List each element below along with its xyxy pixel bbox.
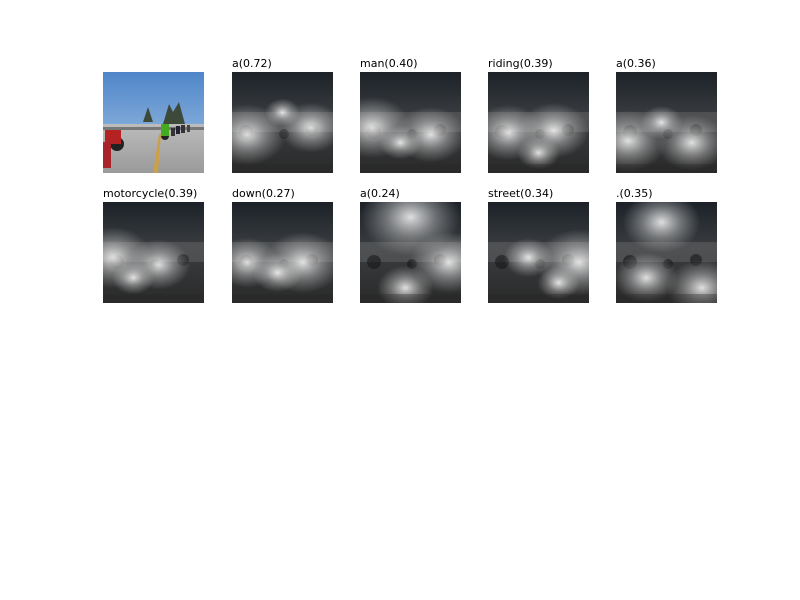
attention-label: a(0.24)	[360, 185, 408, 202]
attention-label: .(0.35)	[616, 185, 661, 202]
attention-map	[616, 202, 717, 303]
attention-label: street(0.34)	[488, 185, 562, 202]
attention-map	[360, 202, 461, 303]
attention-map	[103, 202, 204, 303]
attention-label: a(0.36)	[616, 55, 664, 72]
attention-map	[232, 72, 333, 173]
original-photo	[103, 72, 204, 173]
attention-label: down(0.27)	[232, 185, 303, 202]
attention-label: riding(0.39)	[488, 55, 561, 72]
attention-map	[488, 72, 589, 173]
attention-label: a(0.72)	[232, 55, 280, 72]
attention-map	[360, 72, 461, 173]
attention-label: motorcycle(0.39)	[103, 185, 206, 202]
attention-map	[232, 202, 333, 303]
attention-map	[488, 202, 589, 303]
attention-map	[616, 72, 717, 173]
attention-label: man(0.40)	[360, 55, 426, 72]
